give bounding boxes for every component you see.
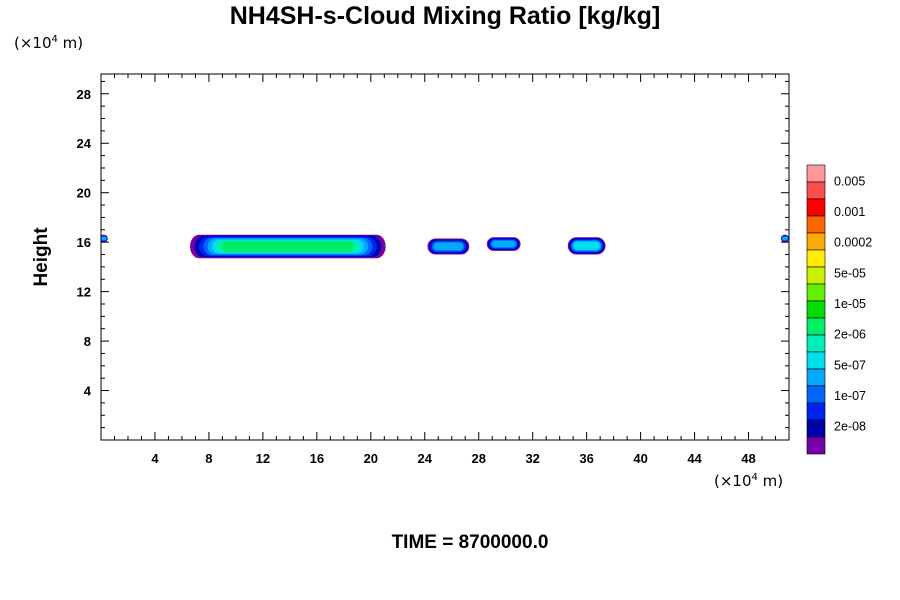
cloud-patch <box>486 237 521 251</box>
colorbar-label: 5e-05 <box>834 266 866 280</box>
colorbar-label: 0.005 <box>834 174 865 188</box>
x-tick-label: 28 <box>471 451 485 466</box>
colorbar-swatch <box>806 266 826 285</box>
y-tick-label: 8 <box>84 334 91 349</box>
time-label: TIME = 8700000.0 <box>391 532 549 553</box>
colorbar-swatch <box>806 351 826 370</box>
x-axis-unit: (×104 m) <box>714 472 784 490</box>
colorbar-swatch <box>806 436 826 455</box>
y-tick-label: 28 <box>77 87 91 102</box>
x-tick-label: 40 <box>633 451 647 466</box>
colorbar-label: 2e-08 <box>834 420 866 434</box>
cloud-patch <box>780 234 789 243</box>
colorbar-swatch <box>806 198 826 217</box>
colorbar-swatch <box>806 283 826 302</box>
cloud-field <box>101 234 789 259</box>
x-tick-label: 32 <box>525 451 539 466</box>
x-tick-label: 48 <box>741 451 755 466</box>
colorbar-label: 1e-07 <box>834 389 866 403</box>
cloud-contour <box>220 241 355 252</box>
colorbar-label: 0.001 <box>834 205 865 219</box>
x-tick-label: 44 <box>687 451 702 466</box>
cloud-contour <box>433 242 464 251</box>
y-axis-unit: (×104 m) <box>14 34 84 52</box>
cloud-patch <box>427 238 470 255</box>
x-tick-label: 8 <box>205 451 212 466</box>
x-tick-label: 24 <box>418 451 433 466</box>
x-tick-label: 16 <box>310 451 324 466</box>
colorbar: 0.005 0.001 0.0002 5e-05 1e-05 2e-06 5e-07 1e-0… <box>806 164 872 455</box>
cloud-contour <box>491 240 516 248</box>
colorbar-swatch <box>806 334 826 353</box>
y-tick-label: 12 <box>77 285 91 300</box>
y-tick-label: 20 <box>77 186 91 201</box>
colorbar-label: 0.0002 <box>834 236 872 250</box>
chart-title: NH4SH-s-Cloud Mixing Ratio [kg/kg] <box>229 2 661 30</box>
y-tick-label: 24 <box>77 136 92 151</box>
cloud-contour <box>101 236 107 241</box>
colorbar-label: 5e-07 <box>834 358 866 372</box>
cloud-patch <box>567 237 606 255</box>
colorbar-swatch <box>806 232 826 251</box>
colorbar-swatch <box>806 215 826 234</box>
x-tick-label: 4 <box>151 451 159 466</box>
colorbar-swatch <box>806 181 826 200</box>
cloud-contour <box>782 236 788 241</box>
colorbar-label: 1e-05 <box>834 297 866 311</box>
colorbar-swatch <box>806 402 826 421</box>
colorbar-swatch <box>806 164 826 183</box>
cloud-patch <box>101 234 108 243</box>
y-tick-label: 4 <box>84 384 92 399</box>
x-tick-label: 36 <box>579 451 593 466</box>
plot-frame <box>100 73 790 441</box>
x-tick-label: 20 <box>364 451 378 466</box>
colorbar-swatch <box>806 385 826 404</box>
colorbar-swatch <box>806 317 826 336</box>
cloud-contour <box>573 241 600 250</box>
colorbar-label: 2e-06 <box>834 328 866 342</box>
colorbar-swatch <box>806 300 826 319</box>
y-tick-label: 16 <box>77 235 91 250</box>
cloud-patch <box>190 234 386 259</box>
colorbar-swatch <box>806 419 826 438</box>
colorbar-swatch <box>806 368 826 387</box>
x-tick-label: 12 <box>256 451 270 466</box>
colorbar-swatch <box>806 249 826 268</box>
